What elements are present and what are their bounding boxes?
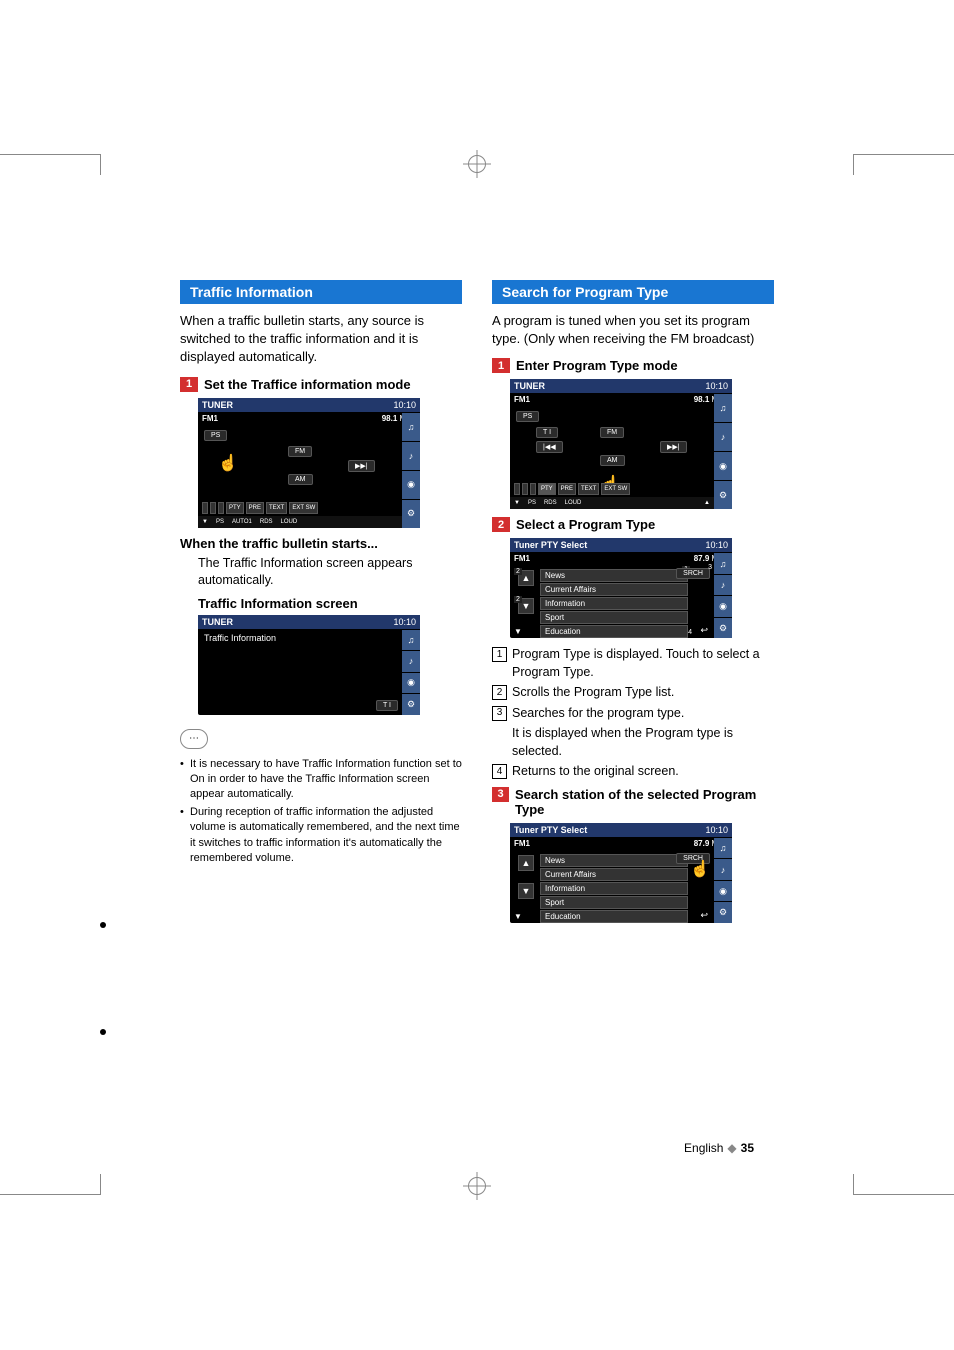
step-heading: 1Enter Program Type mode	[492, 358, 774, 373]
body-text: The Traffic Information screen appears a…	[198, 555, 462, 590]
binding-dot	[100, 922, 106, 928]
return-icon: ↩	[700, 910, 708, 921]
list-item: It is displayed when the Program type is…	[492, 725, 774, 760]
crop-mark	[0, 154, 101, 175]
touch-hand-icon: ☝	[218, 453, 238, 473]
intro-text: A program is tuned when you set its prog…	[492, 312, 774, 348]
list-item: 1Program Type is displayed. Touch to sel…	[492, 646, 774, 681]
tuner-screenshot: TUNER10:10 FM198.1 MHz PS FM AM ▶▶| ☝ PT…	[198, 398, 420, 528]
list-item: 3Searches for the program type.	[492, 705, 774, 723]
step-heading: 2Select a Program Type	[492, 517, 774, 532]
pty-select-screenshot: Tuner PTY Select10:10 FM187.9 MHz ▲ ▼ 2 …	[510, 538, 732, 638]
crop-mark	[0, 1174, 101, 1195]
registration-mark	[463, 1172, 491, 1200]
intro-text: When a traffic bulletin starts, any sour…	[180, 312, 462, 367]
pty-search-screenshot: Tuner PTY Select10:10 FM187.9 MHz ▲ ▼ Ne…	[510, 823, 732, 923]
section-heading: Traffic Information	[180, 280, 462, 304]
registration-mark	[463, 150, 491, 178]
step-number: 1	[180, 377, 198, 392]
list-item: 2Scrolls the Program Type list.	[492, 684, 774, 702]
sub-heading: When the traffic bulletin starts...	[180, 536, 462, 551]
note-text: It is necessary to have Traffic Informat…	[180, 757, 462, 803]
tuner-screenshot: TUNER10:10 FM198.1 MHz PS T I FM AM |◀◀ …	[510, 379, 732, 509]
crop-mark	[853, 154, 954, 175]
return-icon: ↩	[700, 625, 708, 636]
binding-dot	[100, 1029, 106, 1035]
page-footer: English◆35	[684, 1141, 754, 1155]
touch-hand-icon: ☝	[690, 859, 710, 879]
pty-list: News Current Affairs Information Sport E…	[540, 568, 688, 639]
scroll-up: ▲	[518, 855, 534, 871]
list-item: 4Returns to the original screen.	[492, 763, 774, 781]
note-icon: ⋯	[180, 729, 208, 749]
traffic-info-screenshot: TUNER10:10 Traffic Information T I ♫♪◉⚙	[198, 615, 420, 715]
scroll-down: ▼	[518, 883, 534, 899]
note-text: During reception of traffic information …	[180, 805, 462, 867]
section-heading: Search for Program Type	[492, 280, 774, 304]
crop-mark	[853, 1174, 954, 1195]
caption: Traffic Information screen	[198, 596, 462, 611]
step-heading: 1Set the Traffice information mode	[180, 377, 462, 392]
step-heading: 3Search station of the selected Program …	[492, 787, 774, 817]
pty-list: News Current Affairs Information Sport E…	[540, 853, 688, 924]
